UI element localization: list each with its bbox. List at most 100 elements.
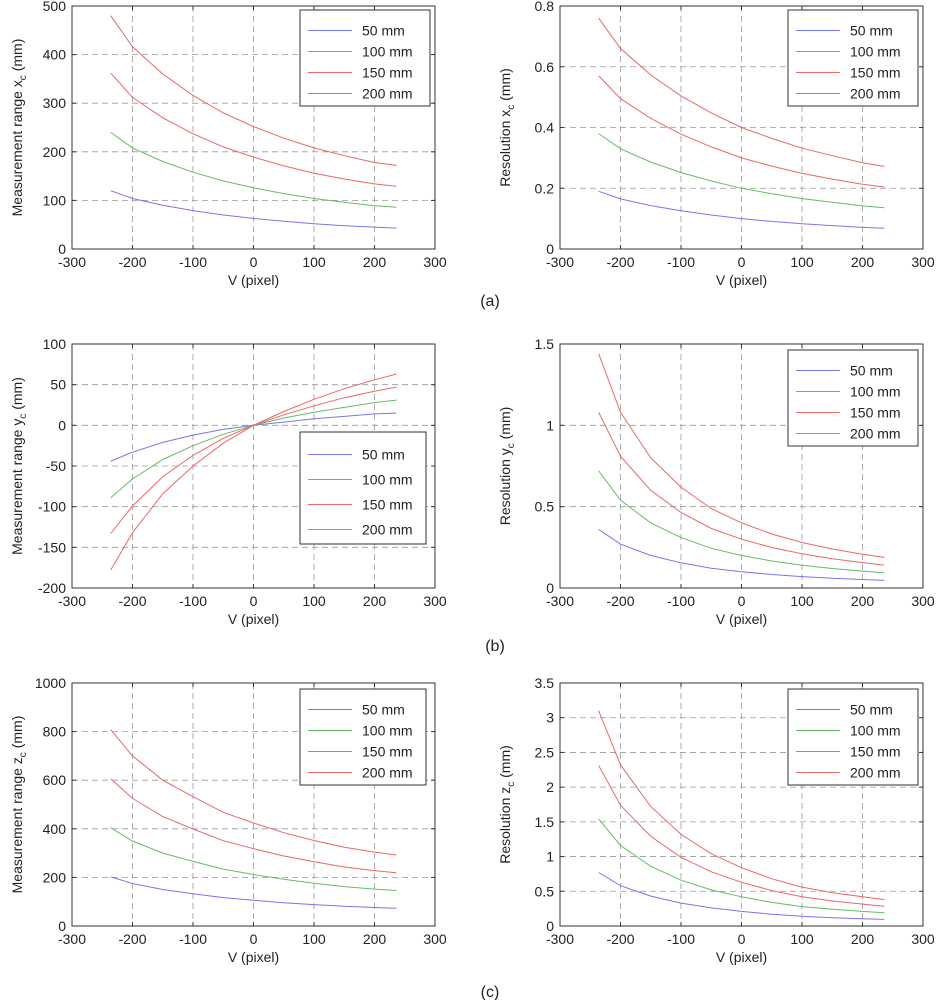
legend-box xyxy=(299,431,427,545)
y-tick-label: 0.6 xyxy=(535,59,555,75)
legend-label: 100 mm xyxy=(850,384,901,400)
legend-box xyxy=(299,688,427,786)
y-tick-label: 0 xyxy=(546,241,554,257)
series-line-200-mm xyxy=(598,710,885,901)
y-tick-label: 0.8 xyxy=(535,0,555,14)
y-axis-label-unit: (mm) xyxy=(497,407,513,444)
y-tick-label: 1000 xyxy=(35,675,66,691)
legend-label: 50 mm xyxy=(850,23,893,39)
series-line-150-mm xyxy=(110,778,397,874)
legend: 50 mm 100 mm 150 mm 200 mm xyxy=(787,349,919,447)
x-tick-label: 300 xyxy=(423,593,447,609)
x-tick-label: 200 xyxy=(363,593,387,609)
chart-6: -300 -200 -100 0 100 200 300 0 0.5 1 1.5 2 2.5 3 3.5 V … xyxy=(497,675,935,965)
legend-label: 100 mm xyxy=(362,723,413,739)
series-line-50-mm xyxy=(110,876,397,909)
legend: 50 mm 100 mm 150 mm 200 mm xyxy=(299,431,427,545)
x-tick-label: 100 xyxy=(302,254,326,270)
x-axis-label: V (pixel) xyxy=(716,611,767,627)
y-axis-label-main: Resolution x xyxy=(497,110,513,187)
series-line-150-mm xyxy=(598,765,885,907)
y-tick-label: 0 xyxy=(58,241,66,257)
y-axis-label: Resolution zc (mm) xyxy=(497,745,517,864)
y-tick-label: 0.4 xyxy=(535,120,555,136)
legend-label: 100 mm xyxy=(850,723,901,739)
legend-label: 50 mm xyxy=(850,363,893,379)
y-axis-label-unit: (mm) xyxy=(9,377,25,414)
x-tick-label: 200 xyxy=(851,931,875,947)
y-tick-label: 300 xyxy=(43,95,67,111)
x-tick-label: -200 xyxy=(606,593,634,609)
x-tick-label: -100 xyxy=(179,254,207,270)
y-tick-label: 400 xyxy=(43,821,67,837)
series-line-200-mm xyxy=(110,373,397,571)
x-tick-label: -200 xyxy=(118,254,146,270)
panel-label-b: (b) xyxy=(485,638,505,655)
y-tick-label: 1.5 xyxy=(535,814,555,830)
legend-label: 100 mm xyxy=(850,44,901,60)
y-axis-label-unit: (mm) xyxy=(497,68,513,105)
legend-label: 150 mm xyxy=(362,744,413,760)
y-tick-label: 200 xyxy=(43,869,67,885)
x-tick-label: 0 xyxy=(250,593,258,609)
legend-label: 200 mm xyxy=(850,426,901,442)
legend-label: 200 mm xyxy=(850,765,901,781)
x-tick-label: 0 xyxy=(738,931,746,947)
legend: 50 mm 100 mm 150 mm 200 mm xyxy=(299,688,427,786)
x-tick-label: 300 xyxy=(423,931,447,947)
y-tick-label: 0 xyxy=(546,580,554,596)
series-line-200-mm xyxy=(110,729,397,856)
panel-label-a: (a) xyxy=(480,293,500,310)
x-tick-label: -100 xyxy=(667,593,695,609)
x-tick-label: 200 xyxy=(851,593,875,609)
series-line-150-mm xyxy=(598,75,885,188)
legend: 50 mm 100 mm 150 mm 200 mm xyxy=(787,688,919,786)
x-tick-label: 300 xyxy=(911,254,935,270)
legend-label: 50 mm xyxy=(362,702,405,718)
series-line-150-mm xyxy=(110,72,397,187)
series-line-50-mm xyxy=(598,190,885,229)
y-tick-label: 800 xyxy=(43,724,67,740)
legend-label: 50 mm xyxy=(850,702,893,718)
y-tick-label: 500 xyxy=(43,0,67,14)
x-axis-label: V (pixel) xyxy=(228,949,279,965)
x-tick-label: 300 xyxy=(911,593,935,609)
y-axis-label-sub: c xyxy=(506,105,517,110)
y-tick-label: 100 xyxy=(43,192,67,208)
x-tick-label: 100 xyxy=(790,931,814,947)
y-tick-label: 100 xyxy=(43,336,67,352)
y-axis-label-main: Resolution z xyxy=(497,787,513,864)
x-axis-label: V (pixel) xyxy=(228,611,279,627)
y-axis-label-unit: (mm) xyxy=(9,39,25,76)
legend-label: 50 mm xyxy=(362,23,405,39)
y-axis-label-main: Measurement range x xyxy=(9,80,25,216)
y-axis-label-main: Measurement range z xyxy=(9,757,25,893)
series-line-200-mm xyxy=(598,353,885,558)
x-tick-label: -100 xyxy=(667,254,695,270)
legend-label: 100 mm xyxy=(362,472,413,488)
legend-label: 200 mm xyxy=(850,86,901,102)
chart-2: -300 -200 -100 0 100 200 300 0 0.2 0.4 0.6 0.8 V (pi… xyxy=(497,0,935,288)
y-tick-label: 0 xyxy=(546,918,554,934)
y-tick-label: 1 xyxy=(546,417,554,433)
y-tick-label: -150 xyxy=(38,539,66,555)
x-tick-label: 300 xyxy=(911,931,935,947)
panel-label-c: (c) xyxy=(481,984,500,1000)
legend-label: 100 mm xyxy=(362,44,413,60)
y-tick-label: 0 xyxy=(58,417,66,433)
charts-layer: -300 -200 -100 0 100 200 3000100200300400500V … xyxy=(9,0,935,965)
x-tick-label: 100 xyxy=(790,593,814,609)
series-line-50-mm xyxy=(598,528,885,581)
y-tick-label: -50 xyxy=(46,458,66,474)
y-axis-label-unit: (mm) xyxy=(9,716,25,753)
y-axis-label: Resolution xc (mm) xyxy=(497,68,517,187)
y-tick-label: 2.5 xyxy=(535,744,555,760)
y-tick-label: 600 xyxy=(43,772,67,788)
y-axis-label-main: Measurement range y xyxy=(9,419,25,555)
x-tick-label: 300 xyxy=(423,254,447,270)
y-tick-label: 1 xyxy=(546,849,554,865)
x-tick-label: -100 xyxy=(667,931,695,947)
legend-box xyxy=(299,9,431,107)
series-line-200-mm xyxy=(110,15,397,166)
